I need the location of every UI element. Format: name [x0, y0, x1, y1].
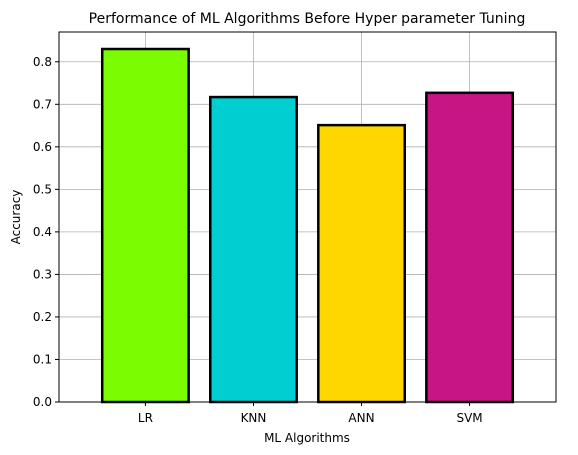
y-tick-label: 0.2: [33, 310, 52, 324]
x-tick-label-lr: LR: [138, 411, 153, 425]
y-tick-label: 0.1: [33, 352, 52, 366]
x-axis-label: ML Algorithms: [264, 431, 350, 445]
y-tick-label: 0.4: [33, 225, 52, 239]
y-tick-label: 0.5: [33, 182, 52, 196]
x-tick-label-ann: ANN: [348, 411, 374, 425]
y-tick-label: 0.7: [33, 97, 52, 111]
bar-ann: [317, 123, 406, 404]
bar-lr: [100, 47, 190, 404]
chart-title: Performance of ML Algorithms Before Hype…: [89, 11, 526, 27]
x-tick-label-svm: SVM: [456, 411, 482, 425]
plot-frame: [58, 31, 557, 403]
y-tick-label: 0.0: [33, 395, 52, 409]
bar-svm: [425, 91, 515, 404]
y-tick-label: 0.3: [33, 267, 52, 281]
y-tick-label: 0.6: [33, 140, 52, 154]
axis-layer: 0.0 0.1 0.2 0.3 0.4 0.5 0.6 0.7 0.8 LR KNN ANN SVM: [33, 55, 483, 425]
x-tick-label-knn: KNN: [241, 411, 267, 425]
bar-layer: [100, 47, 515, 404]
bar-knn: [209, 95, 298, 404]
y-tick-label: 0.8: [33, 55, 52, 69]
y-axis-label: Accuracy: [9, 190, 23, 245]
